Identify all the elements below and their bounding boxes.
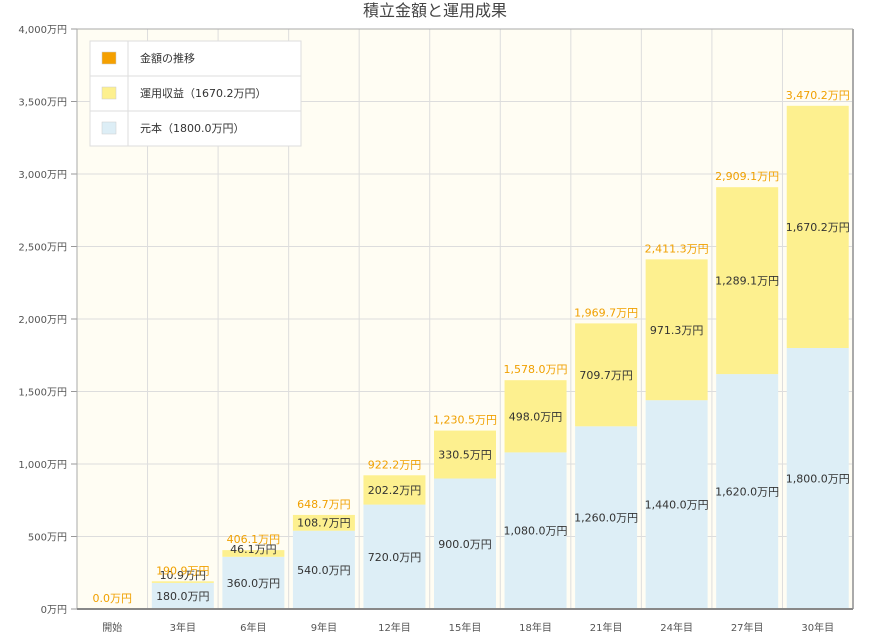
x-tick-label: 12年目 bbox=[378, 621, 411, 633]
total-label: 0.0万円 bbox=[93, 592, 133, 605]
total-label: 648.7万円 bbox=[297, 498, 351, 511]
x-tick-label: 9年目 bbox=[311, 621, 337, 633]
x-tick-label: 3年目 bbox=[170, 621, 196, 633]
bar-principal bbox=[222, 556, 285, 609]
return-label: 108.7万円 bbox=[297, 517, 351, 530]
y-tick-label: 500万円 bbox=[28, 533, 67, 544]
total-label: 1,578.0万円 bbox=[504, 363, 568, 376]
x-tick-label: 30年目 bbox=[801, 621, 834, 633]
bar-return bbox=[363, 475, 426, 505]
bar-return bbox=[786, 105, 849, 348]
return-label: 709.7万円 bbox=[579, 369, 633, 382]
chart-title: 積立金額と運用成果 bbox=[363, 1, 507, 20]
principal-label: 540.0万円 bbox=[297, 564, 351, 577]
y-tick-label: 3,000万円 bbox=[18, 170, 67, 181]
principal-label: 900.0万円 bbox=[438, 538, 492, 551]
return-label: 971.3万円 bbox=[650, 324, 704, 337]
principal-label: 360.0万円 bbox=[227, 577, 281, 590]
y-tick-label: 1,000万円 bbox=[18, 460, 67, 471]
x-tick-label: 15年目 bbox=[449, 621, 482, 633]
return-label: 1,670.2万円 bbox=[786, 221, 850, 234]
bar-return bbox=[222, 550, 285, 557]
x-tick-label: 18年目 bbox=[519, 621, 552, 633]
bar-return bbox=[645, 259, 708, 401]
bar-principal bbox=[575, 426, 638, 609]
principal-label: 1,800.0万円 bbox=[786, 473, 850, 486]
bar-principal bbox=[363, 504, 426, 609]
total-label: 3,470.2万円 bbox=[786, 89, 850, 102]
total-label: 1,969.7万円 bbox=[574, 306, 638, 319]
bar-return bbox=[434, 430, 496, 479]
legend-principal-swatch bbox=[101, 121, 117, 135]
bar-principal bbox=[504, 452, 567, 609]
bar-return bbox=[575, 323, 638, 427]
legend-return-label: 運用収益（1670.2万円） bbox=[140, 86, 267, 100]
principal-label: 1,080.0万円 bbox=[504, 525, 568, 538]
axes: 0万円 500万円 1,000万円 1,500万円 2,000万円 2,500万円 3,00… bbox=[18, 25, 854, 633]
y-tick-label: 4,000万円 bbox=[18, 25, 67, 36]
return-label: 202.2万円 bbox=[368, 484, 422, 497]
return-label: 498.0万円 bbox=[509, 410, 563, 423]
principal-label: 1,260.0万円 bbox=[574, 512, 638, 525]
bar-return bbox=[151, 581, 214, 583]
x-tick-label: 6年目 bbox=[240, 621, 266, 633]
legend-total-swatch bbox=[101, 51, 117, 65]
legend-box bbox=[89, 40, 302, 147]
bar-principal bbox=[434, 478, 496, 609]
y-tick-label: 2,000万円 bbox=[18, 315, 67, 326]
return-label: 46.1万円 bbox=[230, 543, 277, 556]
total-label: 1,230.5万円 bbox=[433, 414, 497, 427]
legend-principal-label: 元本（1800.0万円） bbox=[140, 121, 245, 135]
bar-principal bbox=[645, 400, 708, 609]
principal-label: 1,620.0万円 bbox=[715, 486, 779, 499]
x-tick-label: 27年目 bbox=[731, 621, 764, 633]
return-label: 10.9万円 bbox=[160, 569, 207, 582]
y-tick-label: 1,500万円 bbox=[18, 388, 67, 399]
total-label: 190.9万円 bbox=[156, 564, 210, 577]
legend-total-label: 金額の推移 bbox=[140, 51, 195, 65]
x-tick-label: 開始 bbox=[102, 621, 122, 633]
bars bbox=[151, 105, 849, 609]
y-tick-label: 2,500万円 bbox=[18, 243, 67, 254]
return-label: 1,289.1万円 bbox=[715, 275, 779, 288]
x-tick-label: 24年目 bbox=[660, 621, 693, 633]
legend-return-swatch bbox=[101, 86, 117, 100]
total-label: 406.1万円 bbox=[227, 533, 281, 546]
bar-principal bbox=[716, 374, 779, 609]
return-label: 330.5万円 bbox=[438, 449, 492, 462]
bar-principal bbox=[786, 348, 849, 609]
y-tick-label: 0万円 bbox=[41, 605, 67, 616]
bar-return bbox=[504, 380, 567, 453]
principal-label: 720.0万円 bbox=[368, 551, 422, 564]
y-tick-label: 3,500万円 bbox=[18, 98, 67, 109]
principal-label: 1,440.0万円 bbox=[645, 499, 709, 512]
x-tick-label: 21年目 bbox=[590, 621, 623, 633]
bar-principal bbox=[151, 582, 214, 609]
bar-return bbox=[292, 514, 355, 531]
principal-label: 180.0万円 bbox=[156, 590, 210, 603]
bar-return bbox=[716, 187, 779, 375]
total-label: 922.2万円 bbox=[368, 458, 422, 471]
bar-principal bbox=[292, 530, 355, 609]
total-label: 2,411.3万円 bbox=[645, 242, 709, 255]
total-label: 2,909.1万円 bbox=[715, 170, 779, 183]
